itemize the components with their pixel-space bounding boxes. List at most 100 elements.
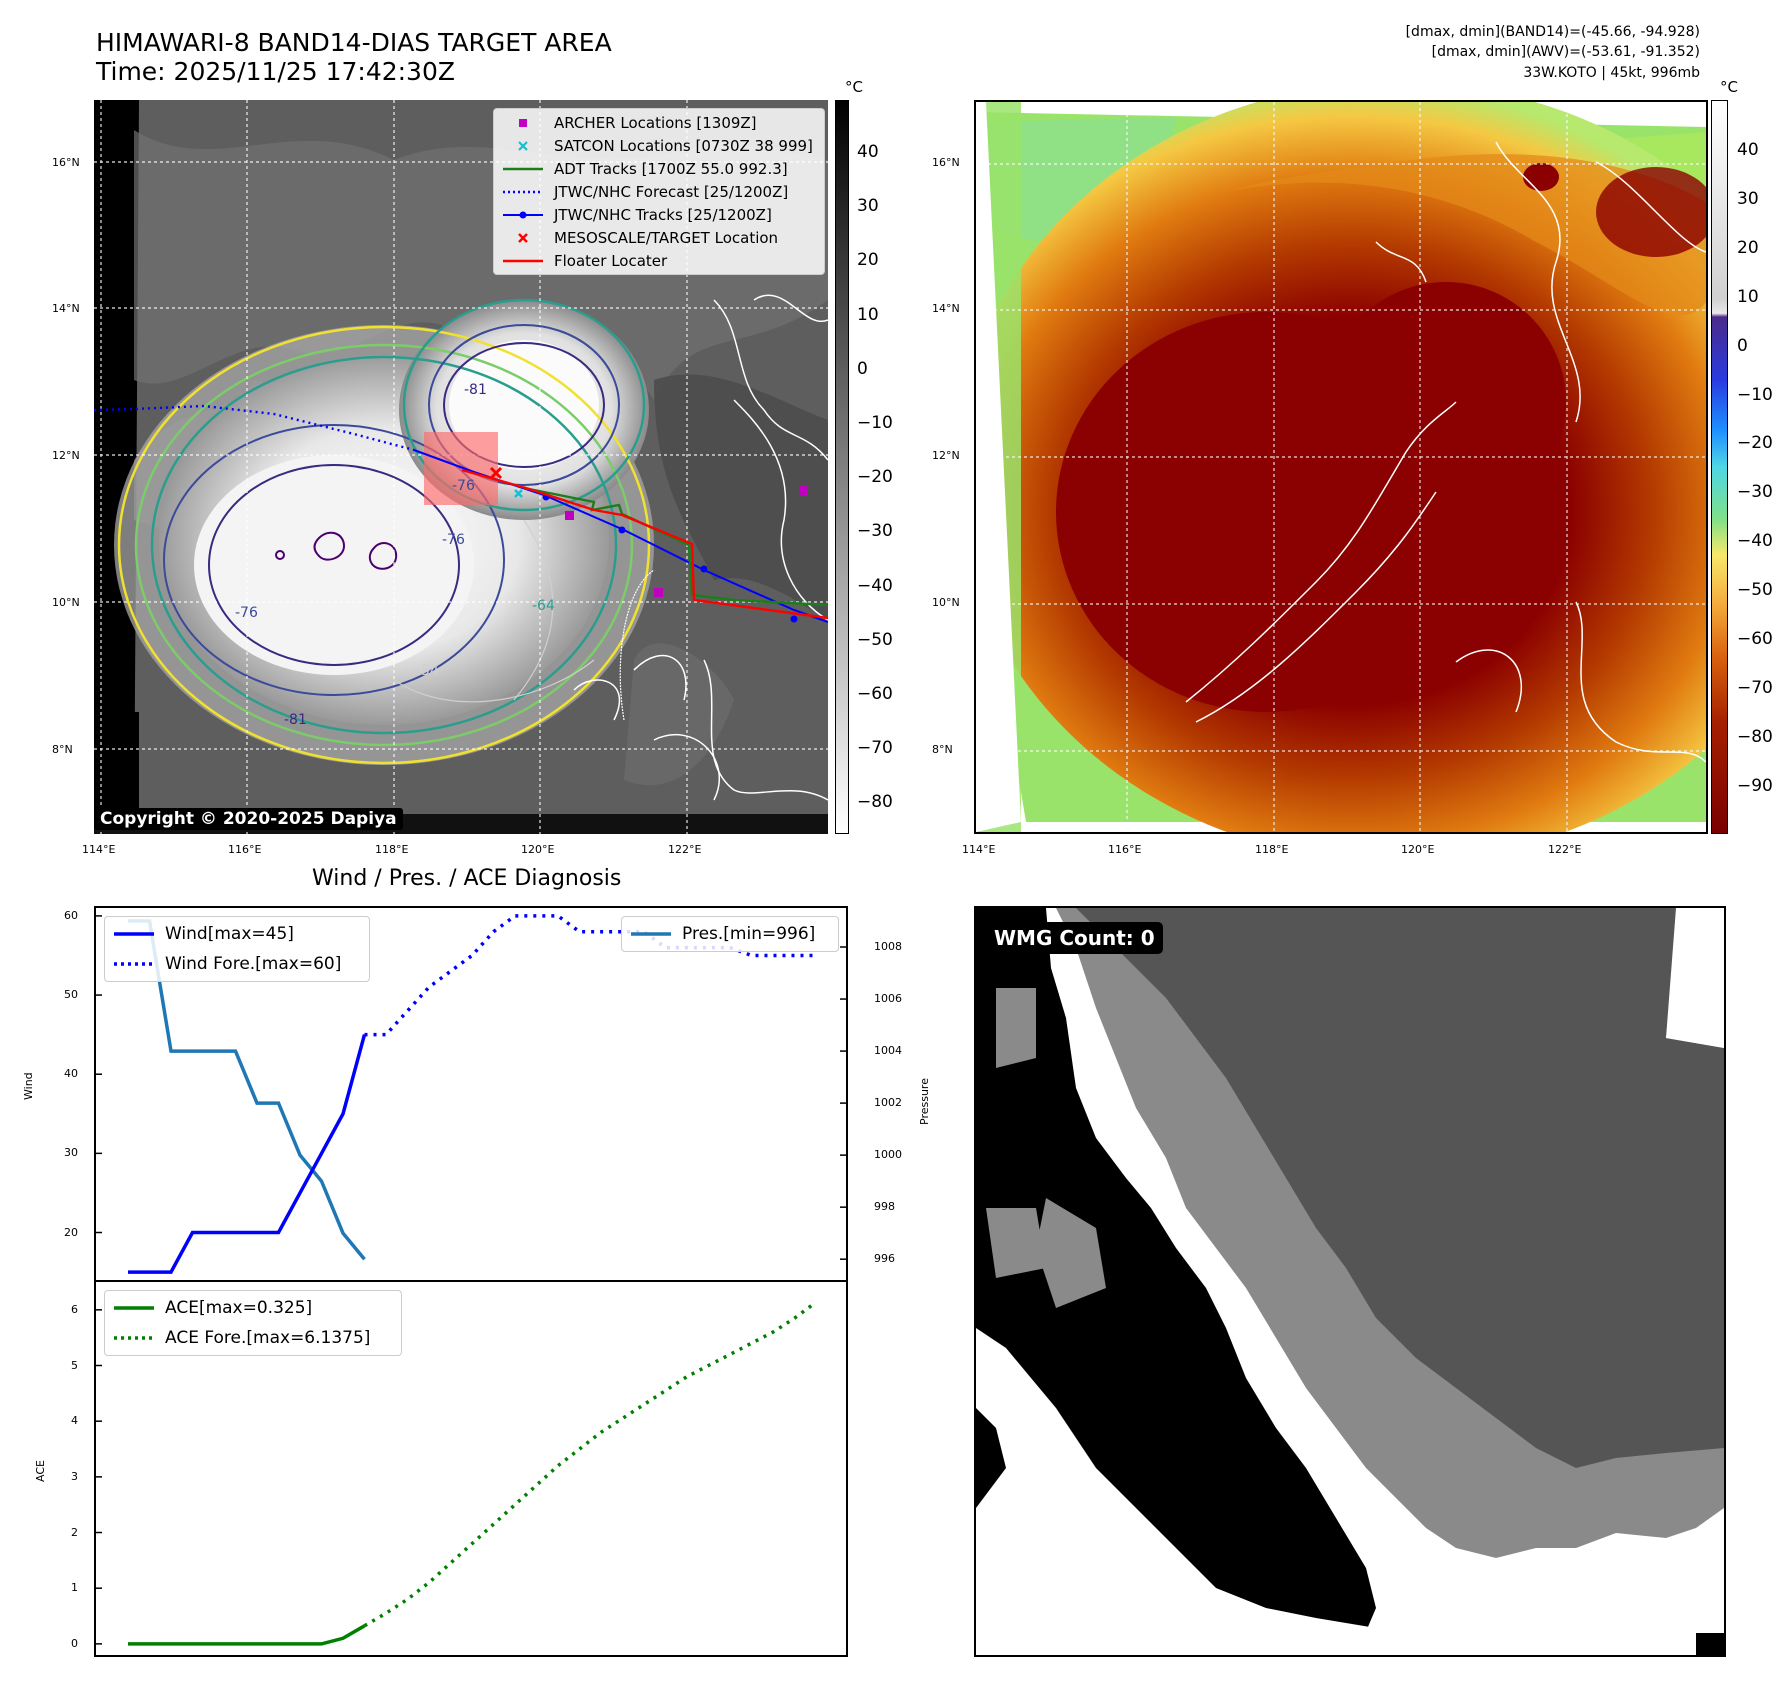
- axis-tick-label: 1006: [874, 992, 902, 1006]
- target-location-marker: [489, 466, 503, 480]
- info-line-3: 33W.KOTO | 45kt, 996mb: [1523, 65, 1700, 81]
- ace-line: [128, 1624, 366, 1646]
- axis-tick-label: 30: [64, 1146, 78, 1160]
- colorbar-unit: °C: [1720, 78, 1738, 96]
- wmg-count-badge: WMG Count: 0: [986, 922, 1163, 954]
- awv-map-image: [976, 102, 1706, 832]
- ace-legend: ACE[max=0.325] ACE Fore.[max=6.1375]: [104, 1290, 402, 1356]
- legend-item-ace-forecast: ACE Fore.[max=6.1375]: [105, 1323, 401, 1353]
- axis-tick-label: 1000: [874, 1148, 902, 1162]
- legend-item-wind: Wind[max=45]: [105, 919, 369, 949]
- x-marker-icon: [502, 232, 544, 243]
- legend-item-floater: Floater Locater: [494, 249, 824, 272]
- wind-axis-label: Wind: [22, 1072, 35, 1100]
- axis-tick-label: 0: [71, 1636, 78, 1650]
- line-marker-icon: [113, 1305, 155, 1311]
- map-legend: ARCHER Locations [1309Z] SATCON Location…: [493, 108, 825, 275]
- pressure-line: [128, 919, 366, 1261]
- lon-label: 122°E: [668, 843, 702, 856]
- colorbar-tick-label: −30: [1737, 482, 1773, 503]
- axis-tick-label: 1004: [874, 1044, 902, 1058]
- contour-label: -81: [464, 382, 487, 398]
- axis-tick-label: 3: [71, 1469, 78, 1483]
- legend-item-archer: ARCHER Locations [1309Z]: [494, 111, 824, 134]
- square-marker-icon: [502, 118, 544, 127]
- ir-map-panel: -81 -76 -76 -76 -64 -54 -81 ARCHER Locat…: [94, 100, 828, 834]
- axis-tick-label: 2: [71, 1525, 78, 1539]
- lon-label: 118°E: [1255, 843, 1289, 856]
- colorbar-tick-label: −90: [1737, 775, 1773, 796]
- axis-tick-label: 4: [71, 1414, 78, 1428]
- ir-map-image: [94, 100, 828, 834]
- axis-tick-label: 996: [874, 1252, 895, 1266]
- contour-label: -54: [416, 663, 439, 679]
- colorbar-tick-label: 30: [1737, 188, 1759, 209]
- line-dot-icon: [502, 211, 544, 219]
- colorbar-tick-label: −20: [857, 467, 893, 488]
- archer-marker: [799, 486, 808, 495]
- contour-label: -76: [452, 478, 475, 494]
- colorbar-tick-label: −70: [1737, 677, 1773, 698]
- lat-label: 12°N: [932, 449, 960, 462]
- lon-label: 114°E: [82, 843, 116, 856]
- ace-chart: ACE[max=0.325] ACE Fore.[max=6.1375]: [94, 1280, 848, 1657]
- axis-tick-label: 50: [64, 988, 78, 1002]
- colorbar-tick-label: −80: [857, 792, 893, 813]
- colorbar-tick-label: −50: [857, 629, 893, 650]
- legend-item-pressure: Pres.[min=996]: [622, 919, 838, 949]
- line-marker-icon: [630, 931, 672, 937]
- contour-label: -76: [235, 605, 258, 621]
- axis-tick-label: 5: [71, 1358, 78, 1372]
- wmg-panel: WMG Count: 0: [974, 906, 1726, 1657]
- wind-pres-chart: Wind[max=45] Wind Fore.[max=60] Pres.[mi…: [94, 906, 848, 1282]
- legend-item-jtwc-tracks: JTWC/NHC Tracks [25/1200Z]: [494, 203, 824, 226]
- dotted-line-icon: [113, 1335, 155, 1341]
- archer-marker: [565, 511, 574, 520]
- colorbar-tick-label: 20: [1737, 237, 1759, 258]
- axis-tick-label: 1: [71, 1581, 78, 1595]
- dotted-line-icon: [113, 961, 155, 967]
- colorbar-tick-label: −80: [1737, 726, 1773, 747]
- colorbar-tick-label: 40: [1737, 140, 1759, 160]
- legend-item-ace: ACE[max=0.325]: [105, 1293, 401, 1323]
- floater-box: [424, 432, 498, 505]
- pressure-legend: Pres.[min=996]: [621, 916, 839, 952]
- axis-tick-label: 6: [71, 1302, 78, 1316]
- archer-marker: [654, 588, 663, 597]
- colorbar-tick-label: −30: [857, 521, 893, 542]
- legend-item-jtwc-forecast: JTWC/NHC Forecast [25/1200Z]: [494, 180, 824, 203]
- colorbar-tick-label: 0: [1737, 335, 1748, 356]
- lat-label: 14°N: [52, 302, 80, 315]
- wind-line: [128, 1034, 367, 1274]
- ace-axis-label: ACE: [34, 1460, 47, 1482]
- lon-label: 116°E: [228, 843, 262, 856]
- x-marker-icon: [502, 140, 544, 151]
- colorbar-tick-label: −20: [1737, 433, 1773, 454]
- lon-label: 122°E: [1548, 843, 1582, 856]
- figure-title: HIMAWARI-8 BAND14-DIAS TARGET AREA: [96, 28, 612, 57]
- lon-label: 120°E: [1401, 843, 1435, 856]
- contour-label: -64: [532, 598, 555, 614]
- colorbar-tick-label: −60: [1737, 629, 1773, 649]
- lat-label: 16°N: [52, 156, 80, 169]
- pressure-axis-label: Pressure: [918, 1078, 931, 1125]
- awv-map-panel: [974, 100, 1708, 834]
- lat-label: 8°N: [932, 743, 953, 756]
- ace-plot: [96, 1300, 818, 1646]
- colorbar-tick-label: 20: [857, 250, 879, 271]
- colorbar-tick-label: −10: [857, 413, 893, 433]
- axis-tick-label: 1008: [874, 940, 902, 954]
- wind-legend: Wind[max=45] Wind Fore.[max=60]: [104, 916, 370, 982]
- legend-item-target: MESOSCALE/TARGET Location: [494, 226, 824, 249]
- lat-label: 16°N: [932, 156, 960, 169]
- dotted-line-icon: [502, 189, 544, 195]
- axis-tick-label: 20: [64, 1225, 78, 1239]
- lon-label: 120°E: [521, 843, 555, 856]
- colorbar-tick-label: −70: [857, 738, 893, 759]
- floater-locater-track: [461, 468, 828, 620]
- legend-item-adt: ADT Tracks [1700Z 55.0 992.3]: [494, 157, 824, 180]
- lat-label: 8°N: [52, 743, 73, 756]
- legend-item-satcon: SATCON Locations [0730Z 38 999]: [494, 134, 824, 157]
- colorbar-tick-label: 10: [1737, 286, 1759, 307]
- axis-tick-label: 1002: [874, 1096, 902, 1110]
